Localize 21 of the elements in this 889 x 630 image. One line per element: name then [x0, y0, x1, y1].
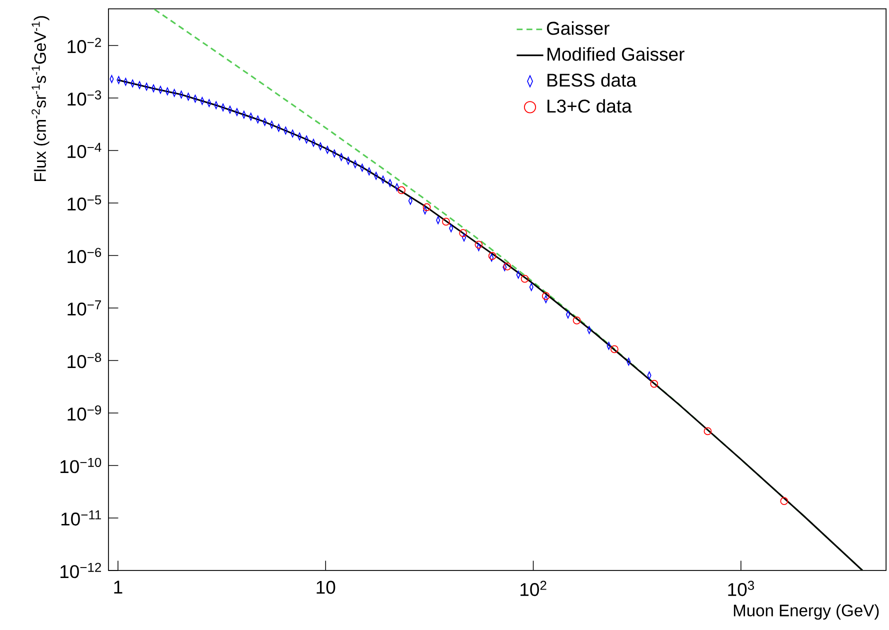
- legend-label: BESS data: [548, 73, 636, 87]
- legend-label: L3+C data: [548, 99, 632, 113]
- text: Flux (cm$^{-2}$sr$^{-1}$s$^{-1}$GeV$^{-1}$): [32, 16, 50, 181]
- y-tick-label: 10$^{−9}$: [68, 405, 102, 421]
- y-tick-label: 10$^{−7}$: [68, 300, 101, 316]
- y-tick-label: 10$^{−2}$: [68, 38, 101, 54]
- x-tick-label: 10: [316, 580, 336, 594]
- y-tick-label: 10$^{−6}$: [68, 248, 102, 264]
- x-tick-label: 10$^{2}$: [520, 580, 546, 596]
- legend-label: Modified Gaisser: [548, 47, 684, 61]
- x-tick-label: 10$^{3}$: [728, 580, 754, 596]
- legend-label: Gaisser: [546, 21, 610, 35]
- y-tick-label: 10$^{−8}$: [68, 352, 102, 368]
- x-tick-label: 1: [114, 580, 122, 594]
- y-tick-label: 10$^{−4}$: [68, 142, 102, 158]
- y-tick-label: 10$^{−5}$: [68, 195, 102, 211]
- y-tick-label: 10$^{−11}$: [61, 510, 101, 526]
- x-axis-title: Muon Energy (GeV): [734, 604, 879, 620]
- y-tick-label: 10$^{−3}$: [68, 90, 102, 106]
- y-tick-label: 10$^{−10}$: [60, 458, 102, 474]
- y-tick-label: 10$^{−12}$: [60, 562, 101, 578]
